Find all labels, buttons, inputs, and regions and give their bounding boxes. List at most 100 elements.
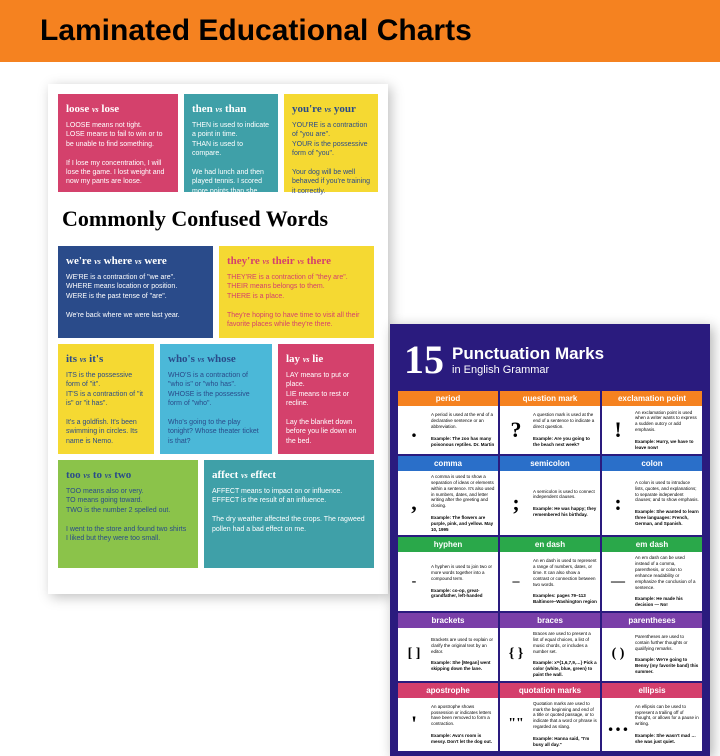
punct-desc: A question mark is used at the end of a … — [533, 412, 597, 447]
word-box: we're vs where vs were WE'RE is a contrac… — [58, 246, 213, 338]
punct-symbol: - — [401, 574, 427, 590]
punctuation-grid: period.A period is used at the end of a … — [398, 391, 702, 751]
punct-desc: A colon is used to introduce lists, quot… — [635, 480, 699, 527]
page-header: Laminated Educational Charts — [0, 0, 720, 62]
punct-desc: Braces are used to present a list of equ… — [533, 631, 597, 678]
punct-header: apostrophe — [398, 683, 498, 698]
punct-symbol: – — [503, 574, 529, 590]
word-box: its vs it's ITS is the possessive form of… — [58, 344, 154, 454]
punct-cell: exclamation point!An exclamation point i… — [602, 391, 702, 454]
punct-cell: apostrophe 'An apostrophe shows possessio… — [398, 683, 498, 751]
word-box: they're vs their vs there THEY'RE is a co… — [219, 246, 374, 338]
punct-header: braces — [500, 613, 600, 628]
word-box-body: WE'RE is a contraction of "we are". WHER… — [66, 273, 205, 320]
poster2-sub: in English Grammar — [452, 364, 604, 376]
punct-header: quotation marks — [500, 683, 600, 698]
punct-symbol: "" — [503, 716, 529, 732]
word-box-title: lay vs lie — [286, 352, 366, 367]
word-box-title: too vs to vs two — [66, 468, 190, 483]
punct-desc: A comma is used to show a separation of … — [431, 474, 495, 532]
punct-cell: parentheses ( )Parentheses are used to co… — [602, 613, 702, 681]
punct-header: ellipsis — [602, 683, 702, 698]
punct-cell: brackets [ ]Brackets are used to explain … — [398, 613, 498, 681]
punct-cell: en dash –An en dash is used to represent … — [500, 537, 600, 611]
punct-header: em dash — [602, 537, 702, 552]
punct-header: question mark — [500, 391, 600, 406]
punct-desc: An em dash can be used instead of a comm… — [635, 555, 699, 608]
word-box-title: affect vs effect — [212, 468, 366, 483]
punct-symbol: ; — [503, 490, 529, 516]
word-box-title: loose vs lose — [66, 102, 170, 117]
word-box-body: THEY'RE is a contraction of "they are". … — [227, 273, 366, 330]
punct-desc: Quotation marks are used to mark the beg… — [533, 701, 597, 748]
punct-header: exclamation point — [602, 391, 702, 406]
punct-cell: quotation marks ""Quotation marks are use… — [500, 683, 600, 751]
punct-cell: semicolon;A semicolon is used to connect… — [500, 456, 600, 535]
punct-cell: em dash —An em dash can be used instead o… — [602, 537, 702, 611]
word-box-title: then vs than — [192, 102, 270, 117]
punct-symbol: ? — [503, 417, 529, 443]
punct-desc: Parentheses are used to contain further … — [635, 634, 699, 675]
poster-punctuation: 15 Punctuation Marksin English Grammar per… — [390, 324, 710, 756]
word-box-title: you're vs your — [292, 102, 370, 117]
punct-cell: period.A period is used at the end of a … — [398, 391, 498, 454]
punct-symbol: … — [605, 711, 631, 737]
word-box-body: ITS is the possessive form of "it". IT'S… — [66, 371, 146, 447]
punct-cell: hyphen -A hyphen is used to join two or m… — [398, 537, 498, 611]
punct-symbol: ' — [401, 711, 427, 737]
punct-header: comma — [398, 456, 498, 471]
punct-desc: An exclamation point is used when a writ… — [635, 410, 699, 451]
punct-symbol: ! — [605, 417, 631, 443]
punct-desc: Brackets are used to explain or clarify … — [431, 637, 495, 672]
word-box-body: LOOSE means not tight. LOSE means to fai… — [66, 121, 170, 187]
poster2-num: 15 — [404, 336, 444, 383]
punct-header: brackets — [398, 613, 498, 628]
word-box: then vs thanTHEN is used to indicate a p… — [184, 94, 278, 192]
punct-header: parentheses — [602, 613, 702, 628]
punct-symbol: [ ] — [401, 646, 427, 662]
word-box: affect vs effect AFFECT means to impact o… — [204, 460, 374, 568]
punct-symbol: : — [605, 490, 631, 516]
word-box-title: they're vs their vs there — [227, 254, 366, 269]
word-box: who's vs whose WHO'S is a contraction of … — [160, 344, 272, 454]
punct-cell: comma,A comma is used to show a separati… — [398, 456, 498, 535]
punct-symbol: — — [605, 574, 631, 590]
punct-desc: An en dash is used to represent a range … — [533, 558, 597, 605]
word-box-body: LAY means to put or place. LIE means to … — [286, 371, 366, 447]
poster-confused-words: loose vs lose LOOSE means not tight. LOSE… — [48, 84, 388, 594]
punct-header: en dash — [500, 537, 600, 552]
word-box-title: we're vs where vs were — [66, 254, 205, 269]
punct-header: semicolon — [500, 456, 600, 471]
word-box-body: AFFECT means to impact on or influence. … — [212, 487, 366, 534]
word-box-body: WHO'S is a contraction of "who is" or "w… — [168, 371, 264, 447]
punct-cell: braces { }Braces are used to present a li… — [500, 613, 600, 681]
punct-symbol: , — [401, 490, 427, 516]
punct-desc: A period is used at the end of a declara… — [431, 412, 495, 447]
punct-symbol: . — [401, 417, 427, 443]
word-box-body: TOO means also or very. TO means going t… — [66, 487, 190, 544]
punct-desc: A hyphen is used to join two or more wor… — [431, 564, 495, 599]
word-box: too vs to vs two TOO means also or very. … — [58, 460, 198, 568]
page-title: Laminated Educational Charts — [40, 14, 472, 48]
word-box-title: its vs it's — [66, 352, 146, 367]
punct-header: hyphen — [398, 537, 498, 552]
punct-desc: A semicolon is used to connect independe… — [533, 489, 597, 518]
word-box: loose vs lose LOOSE means not tight. LOSE… — [58, 94, 178, 192]
punct-symbol: ( ) — [605, 646, 631, 662]
word-box: you're vs yourYOU'RE is a contraction of… — [284, 94, 378, 192]
poster2-header: 15 Punctuation Marksin English Grammar — [398, 332, 702, 391]
word-box-title: who's vs whose — [168, 352, 264, 367]
punct-cell: question mark?A question mark is used at… — [500, 391, 600, 454]
punct-symbol: { } — [503, 646, 529, 662]
punct-cell: ellipsis …An ellipsis can be used to repr… — [602, 683, 702, 751]
word-box-body: THEN is used to indicate a point in time… — [192, 121, 270, 206]
punct-header: colon — [602, 456, 702, 471]
word-box: lay vs lie LAY means to put or place. LIE… — [278, 344, 374, 454]
punct-cell: colon:A colon is used to introduce lists… — [602, 456, 702, 535]
poster2-title: Punctuation Marks — [452, 344, 604, 364]
punct-desc: An apostrophe shows possession or indica… — [431, 704, 495, 745]
punct-desc: An ellipsis can be used to represent a t… — [635, 704, 699, 745]
poster-stage: loose vs lose LOOSE means not tight. LOSE… — [0, 62, 720, 720]
word-box-body: YOU'RE is a contraction of "you are". YO… — [292, 121, 370, 197]
punct-header: period — [398, 391, 498, 406]
